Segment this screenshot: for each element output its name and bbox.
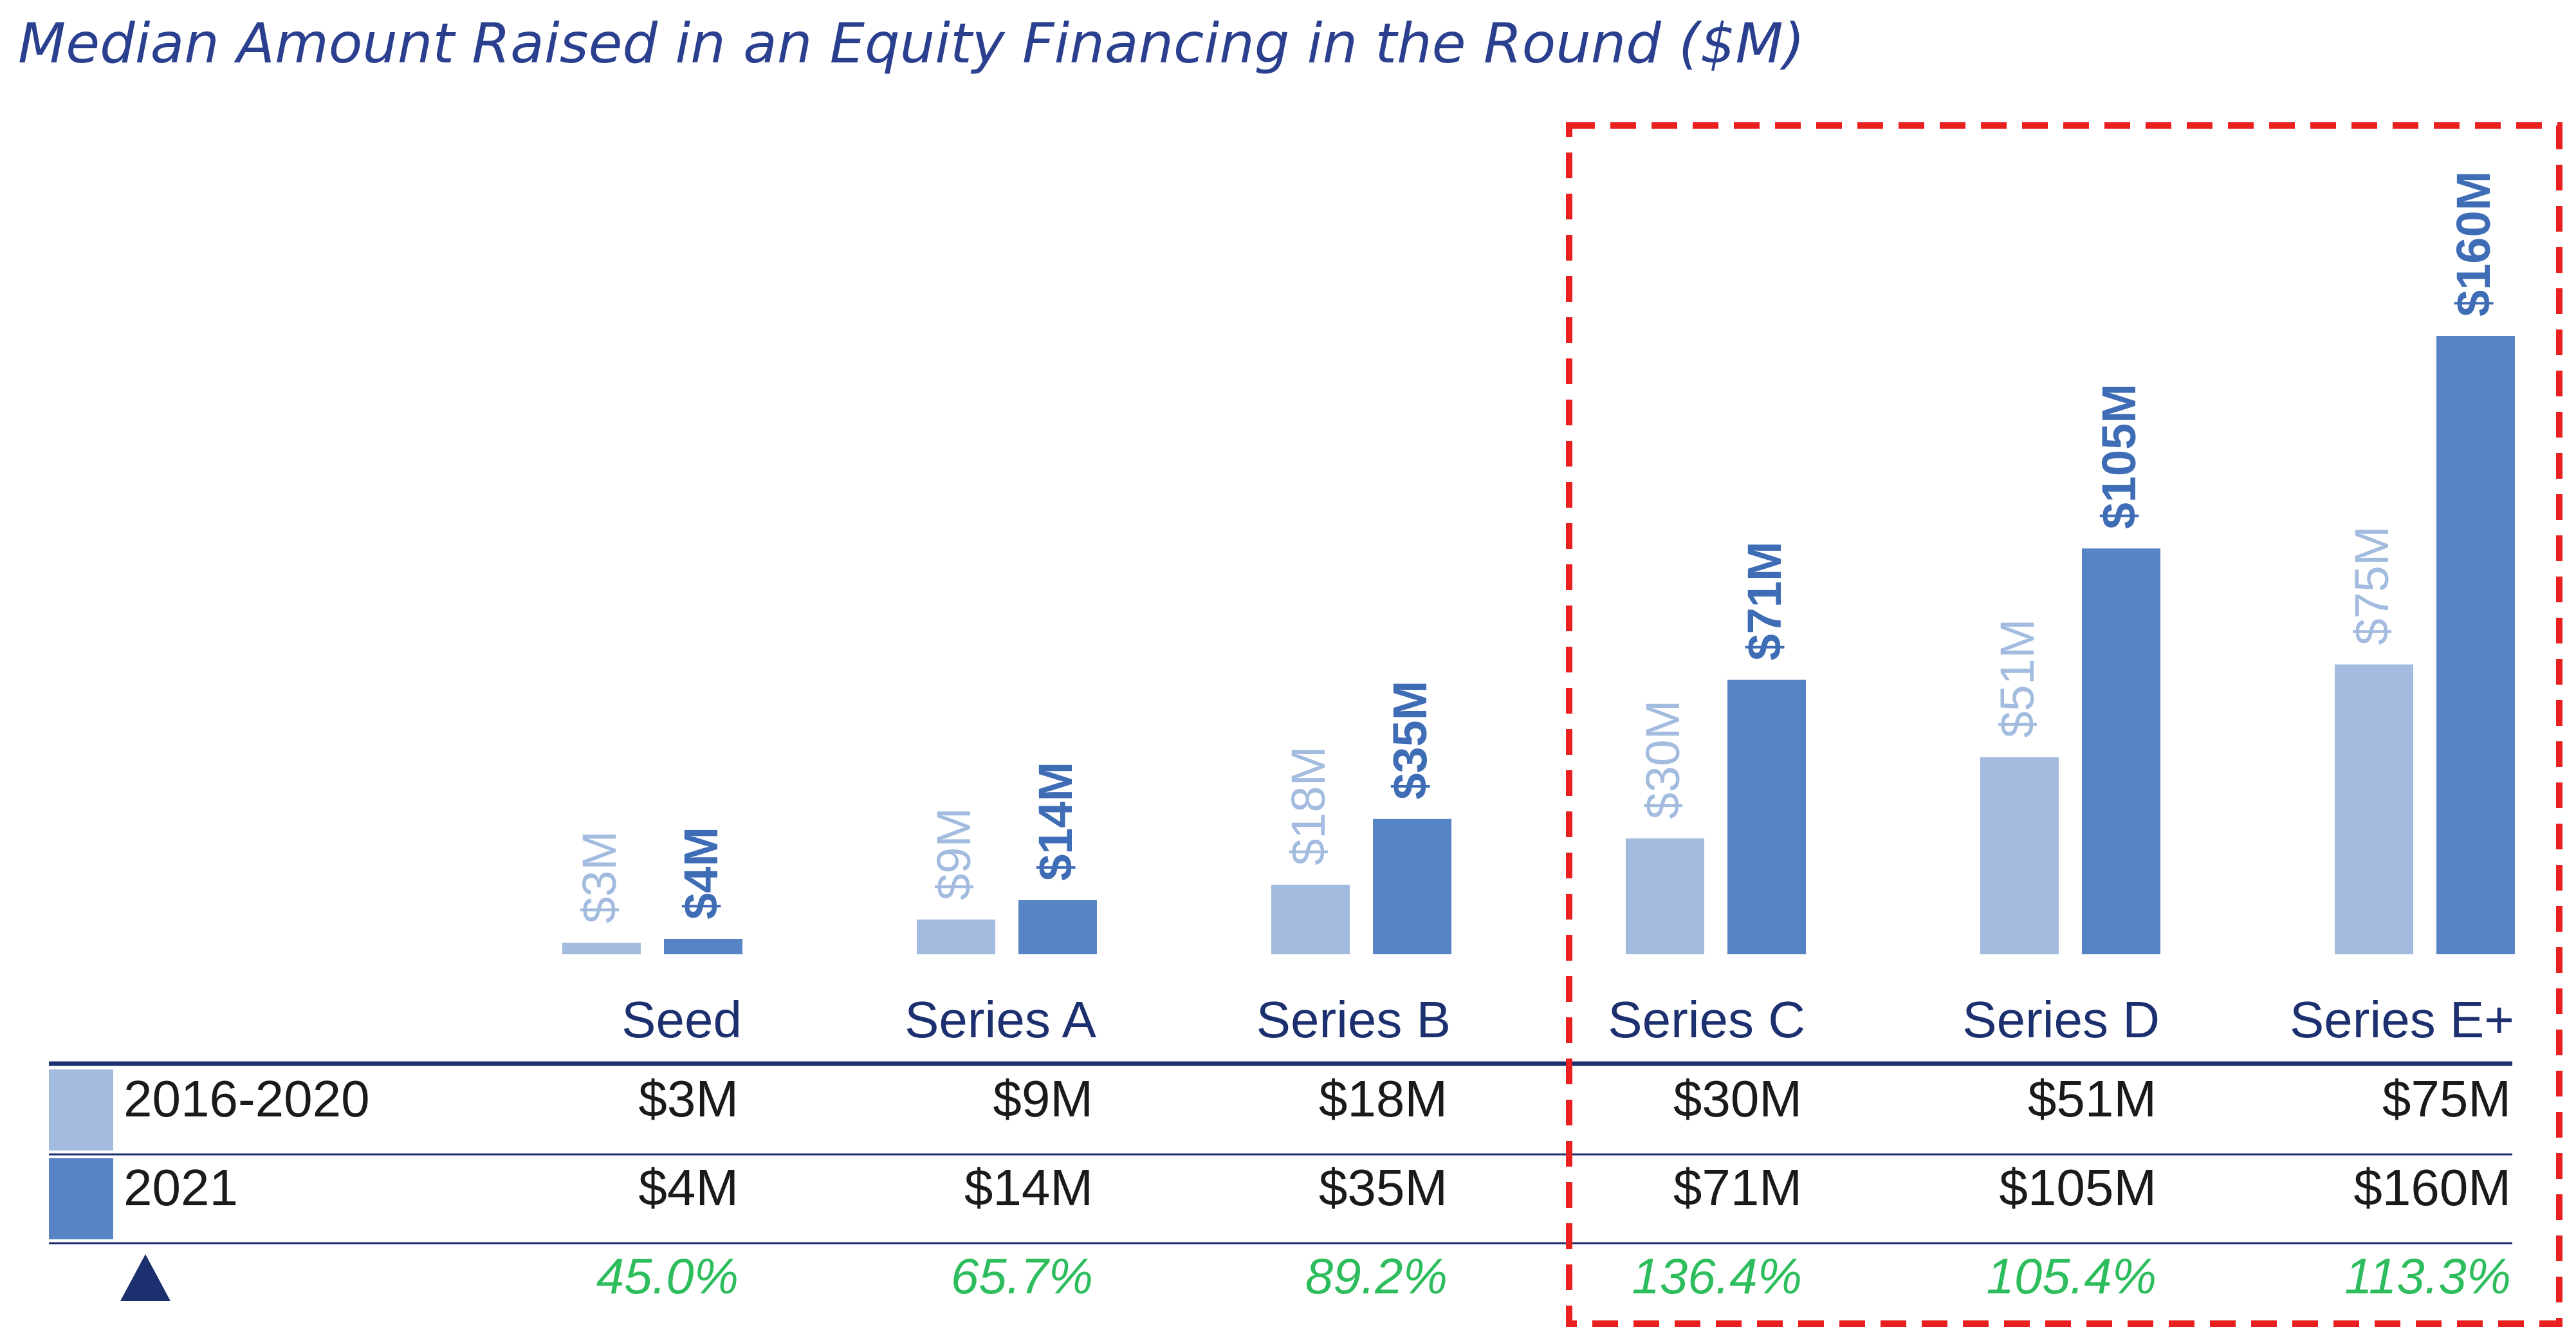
growth-cell: 105.4%: [1986, 1248, 2157, 1304]
table-cell: $75M: [2382, 1070, 2511, 1127]
growth-cell: 65.7%: [951, 1248, 1093, 1304]
bar-series-e--2021: [2436, 336, 2515, 954]
bar-seed-2016-2020: [562, 942, 641, 954]
value-label: $71M: [1738, 541, 1791, 660]
legend-swatch-2016-2020: [49, 1069, 113, 1151]
category-label: Series B: [1256, 991, 1451, 1048]
growth-cell: 89.2%: [1305, 1248, 1448, 1304]
bar-seed-2021: [664, 938, 742, 954]
value-label: $160M: [2447, 171, 2500, 317]
table-cell: $51M: [2028, 1070, 2157, 1127]
bar-series-c-2021: [1727, 680, 1806, 954]
table-cell: $35M: [1319, 1159, 1448, 1216]
category-label: Series A: [905, 991, 1097, 1048]
table-cell: $105M: [1999, 1159, 2157, 1216]
table-cell: $71M: [1673, 1159, 1802, 1216]
bar-series-c-2016-2020: [1626, 838, 1704, 954]
value-label: $30M: [1636, 700, 1689, 819]
row-label: 2016-2020: [124, 1070, 370, 1127]
category-label: Series D: [1962, 991, 2160, 1048]
value-label: $3M: [573, 831, 626, 923]
value-label: $51M: [1991, 619, 2044, 738]
growth-cell: 136.4%: [1632, 1248, 1802, 1304]
table-cell: $3M: [638, 1070, 739, 1127]
highlight-box: [1566, 122, 2562, 1327]
legend-swatch-2021: [49, 1158, 113, 1239]
category-label: Series C: [1608, 991, 1805, 1048]
value-label: $4M: [674, 827, 728, 920]
bar-series-d-2021: [2082, 548, 2160, 954]
value-label: $18M: [1282, 746, 1335, 865]
triangle-up-icon: [120, 1254, 170, 1301]
table-cell: $4M: [638, 1159, 739, 1216]
bar-series-b-2016-2020: [1271, 884, 1350, 954]
value-label: $105M: [2092, 384, 2146, 529]
growth-cell: 113.3%: [2344, 1248, 2511, 1304]
value-label: $35M: [1383, 681, 1437, 800]
category-label: Series E+: [2290, 991, 2514, 1048]
bar-series-e--2016-2020: [2335, 664, 2413, 954]
value-label: $9M: [927, 808, 980, 900]
row-label: 2021: [124, 1159, 238, 1216]
bar-series-a-2021: [1018, 900, 1097, 954]
bar-series-b-2021: [1373, 818, 1451, 954]
value-label: $14M: [1029, 762, 1082, 881]
highlight-box-layer: [1566, 122, 2562, 1327]
data-table: Seed Series A Series B Series C Series D Seri…: [49, 991, 2514, 1304]
category-label: Seed: [621, 991, 742, 1048]
table-cell: $160M: [2353, 1159, 2511, 1216]
value-label: $75M: [2345, 526, 2398, 645]
chart-title: Median Amount Raised in an Equity Financ…: [18, 12, 1805, 76]
table-cell: $9M: [993, 1070, 1093, 1127]
table-cell: $18M: [1319, 1070, 1448, 1127]
bars-layer: $3M $4M $9M $14M $18M $35M $30M $71M $51M $105M $7…: [562, 171, 2515, 954]
table-cell: $14M: [964, 1159, 1093, 1216]
bar-series-d-2016-2020: [1980, 757, 2059, 954]
bar-series-a-2016-2020: [917, 919, 995, 954]
table-cell: $30M: [1673, 1070, 1802, 1127]
growth-cell: 45.0%: [596, 1248, 739, 1304]
